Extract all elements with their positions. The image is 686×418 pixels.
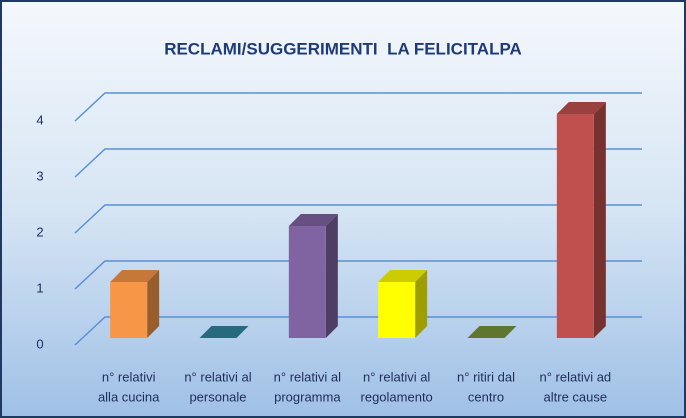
y-tick-label: 4 <box>36 112 43 127</box>
x-tick-label: n° relativi ad <box>539 369 611 384</box>
y-tick-label: 2 <box>36 224 43 239</box>
bar <box>556 102 606 338</box>
y-tick-label: 0 <box>36 336 43 351</box>
grid-line <box>74 92 642 122</box>
bar-side <box>593 102 606 338</box>
bar <box>467 326 517 338</box>
x-tick-label: n° ritiri dal <box>457 369 515 384</box>
grid-line <box>74 316 642 346</box>
grid-line <box>74 260 642 290</box>
bar-side <box>415 270 428 338</box>
x-tick-label: programma <box>274 389 341 404</box>
bar-front <box>556 114 594 338</box>
bar <box>110 270 160 338</box>
bar-front <box>288 226 326 338</box>
bar-top <box>378 270 428 282</box>
x-tick-label: n° relativi <box>102 369 156 384</box>
x-tick-label: n° relativi al <box>184 369 251 384</box>
bar-top <box>199 326 249 338</box>
bar-side <box>147 270 160 338</box>
bar-top <box>110 270 160 282</box>
bar <box>199 326 249 338</box>
bar-front <box>110 282 148 338</box>
y-tick-label: 1 <box>36 280 43 295</box>
bar-top <box>556 102 606 114</box>
x-tick-label: alla cucina <box>98 389 160 404</box>
x-tick-label: n° relativi al <box>363 369 430 384</box>
x-tick-label: personale <box>189 389 246 404</box>
grid-line <box>74 204 642 234</box>
chart-title: RECLAMI/SUGGERIMENTI LA FELICITALPA <box>164 39 522 58</box>
bar-side <box>325 214 338 338</box>
x-tick-label: centro <box>468 389 504 404</box>
bar-top <box>467 326 517 338</box>
bar-top <box>288 214 338 226</box>
x-tick-label: regolamento <box>361 389 433 404</box>
bar <box>288 214 338 338</box>
y-tick-label: 3 <box>36 168 43 183</box>
bar-front <box>378 282 416 338</box>
x-tick-label: n° relativi al <box>274 369 341 384</box>
grid-line <box>74 148 642 178</box>
bar <box>378 270 428 338</box>
x-tick-label: altre cause <box>544 389 608 404</box>
